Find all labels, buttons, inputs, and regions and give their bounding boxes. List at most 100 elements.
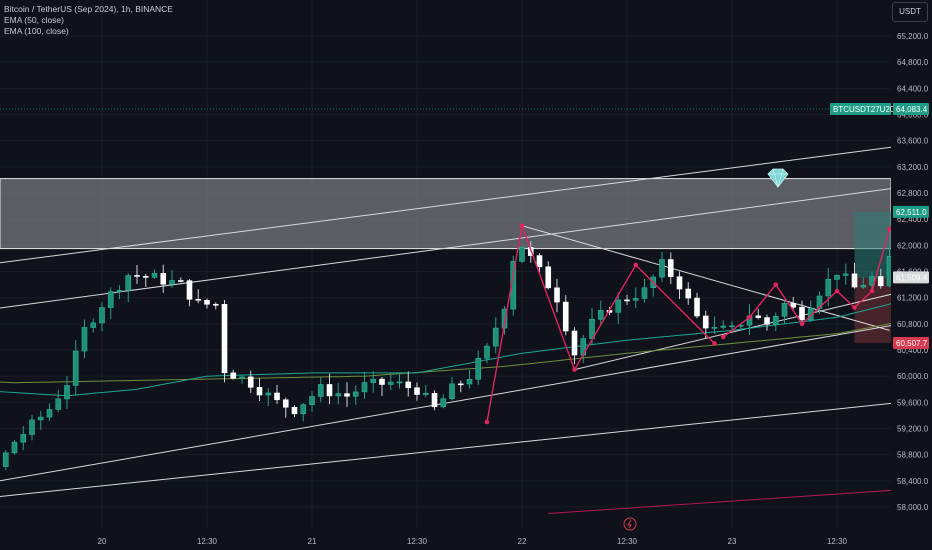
price-tick-label: 58,400.0: [897, 477, 929, 486]
candle-down: [676, 276, 683, 290]
trendline[interactable]: [0, 85, 932, 281]
candle-up: [519, 247, 525, 262]
candle-up: [317, 384, 324, 397]
pattern-point: [633, 262, 639, 268]
price-tick-label: 63,200.0: [897, 163, 929, 172]
triangle-line[interactable]: [521, 225, 890, 331]
candle-up: [860, 284, 867, 288]
candle-down: [694, 297, 700, 317]
candle-up: [825, 279, 832, 297]
price-tick-label: 62,800.0: [897, 189, 929, 198]
price-tick-label: 62,400.0: [897, 215, 929, 224]
diamond-shape: [767, 168, 789, 188]
candle-down: [571, 330, 578, 356]
candle-down: [685, 288, 692, 299]
candle-up: [37, 416, 44, 421]
candle-up: [361, 382, 368, 393]
candle-up: [440, 398, 447, 408]
pattern-point: [747, 314, 752, 320]
pattern-point: [834, 288, 840, 294]
candle-down: [457, 383, 464, 386]
lightning-circle[interactable]: [623, 517, 637, 531]
candle-down: [536, 255, 543, 268]
candle-up: [422, 392, 429, 395]
price-tick-label: 60,800.0: [897, 320, 929, 329]
price-label-bg: [893, 336, 929, 349]
ema50-line: [0, 282, 932, 397]
pattern-point: [852, 305, 857, 310]
symbol-label: BTCUSDT27U2024: [833, 105, 904, 114]
candle-down: [379, 378, 385, 385]
pattern-point: [887, 226, 892, 232]
candle-down: [326, 384, 333, 397]
price-tick-label: 59,600.0: [897, 398, 929, 407]
ema100-line: [0, 311, 932, 384]
candle-up: [239, 376, 245, 379]
candle-up: [116, 290, 123, 292]
candle-down: [230, 372, 237, 379]
candle-up: [501, 308, 508, 329]
time-axis[interactable]: 20 12:30 21 12:30 22 12:30 23 12:30: [0, 528, 932, 550]
time-tick-label: 23: [728, 537, 737, 546]
candle-down: [799, 306, 805, 321]
price-tick-label: 60,400.0: [897, 346, 929, 355]
trendline[interactable]: [0, 353, 932, 500]
currency-button[interactable]: USDT: [892, 2, 928, 22]
price-tick-label: 64,400.0: [897, 84, 929, 93]
price-tick-label: 63,600.0: [897, 137, 929, 146]
price-label: 61,509.4: [896, 273, 928, 282]
trendline[interactable]: [0, 242, 932, 487]
trendlines[interactable]: [0, 85, 932, 515]
lightning-bolt: [627, 519, 632, 529]
time-tick-label: 21: [308, 537, 317, 546]
candle-up: [772, 315, 779, 325]
candle-down: [195, 299, 202, 301]
symbol-label-bg: [830, 103, 891, 116]
pattern-point: [799, 321, 805, 327]
candle-up: [352, 391, 359, 397]
candle-up: [816, 295, 823, 309]
candle-down: [274, 392, 280, 401]
candle-down: [764, 317, 770, 325]
candle-down: [667, 259, 674, 278]
pattern-point: [869, 288, 875, 294]
candle-down: [291, 406, 298, 415]
candle-down: [160, 273, 167, 285]
candle-up: [659, 259, 665, 278]
candle-up: [842, 273, 849, 276]
candle-up: [151, 273, 158, 278]
time-tick-label: 20: [98, 537, 107, 546]
price-label: 64,083.4: [896, 105, 928, 114]
candle-down: [790, 303, 797, 308]
time-tick-label: 12:30: [827, 537, 848, 546]
candle-down: [134, 275, 140, 277]
price-tick-label: 58,000.0: [897, 503, 929, 512]
pattern-point: [519, 223, 525, 229]
time-tick-label: 12:30: [197, 537, 218, 546]
candle-up: [55, 398, 62, 410]
ema100-legend: EMA (100, close): [4, 26, 69, 36]
candle-down: [624, 299, 630, 302]
candle-up: [90, 322, 97, 328]
candle-up: [711, 327, 718, 329]
candle-up: [641, 287, 648, 299]
lightning-icon[interactable]: [623, 517, 637, 531]
candle-up: [300, 404, 307, 415]
candle-down: [282, 399, 289, 408]
time-tick-label: 22: [518, 537, 527, 546]
price-tick-label: 60,000.0: [897, 372, 929, 381]
price-tick-label: 59,200.0: [897, 425, 929, 434]
pattern-point: [773, 282, 779, 287]
pattern-point: [484, 419, 490, 425]
candle-up: [99, 307, 105, 324]
candle-up: [29, 419, 35, 435]
candle-up: [2, 452, 9, 467]
trendline[interactable]: [548, 458, 932, 515]
candle-down: [344, 393, 350, 397]
price-tick-label: 64,800.0: [897, 58, 929, 67]
price-label-bg: [893, 103, 929, 116]
candle-down: [212, 303, 219, 306]
price-label: 62,511.0: [896, 208, 927, 217]
candle-up: [107, 291, 114, 308]
